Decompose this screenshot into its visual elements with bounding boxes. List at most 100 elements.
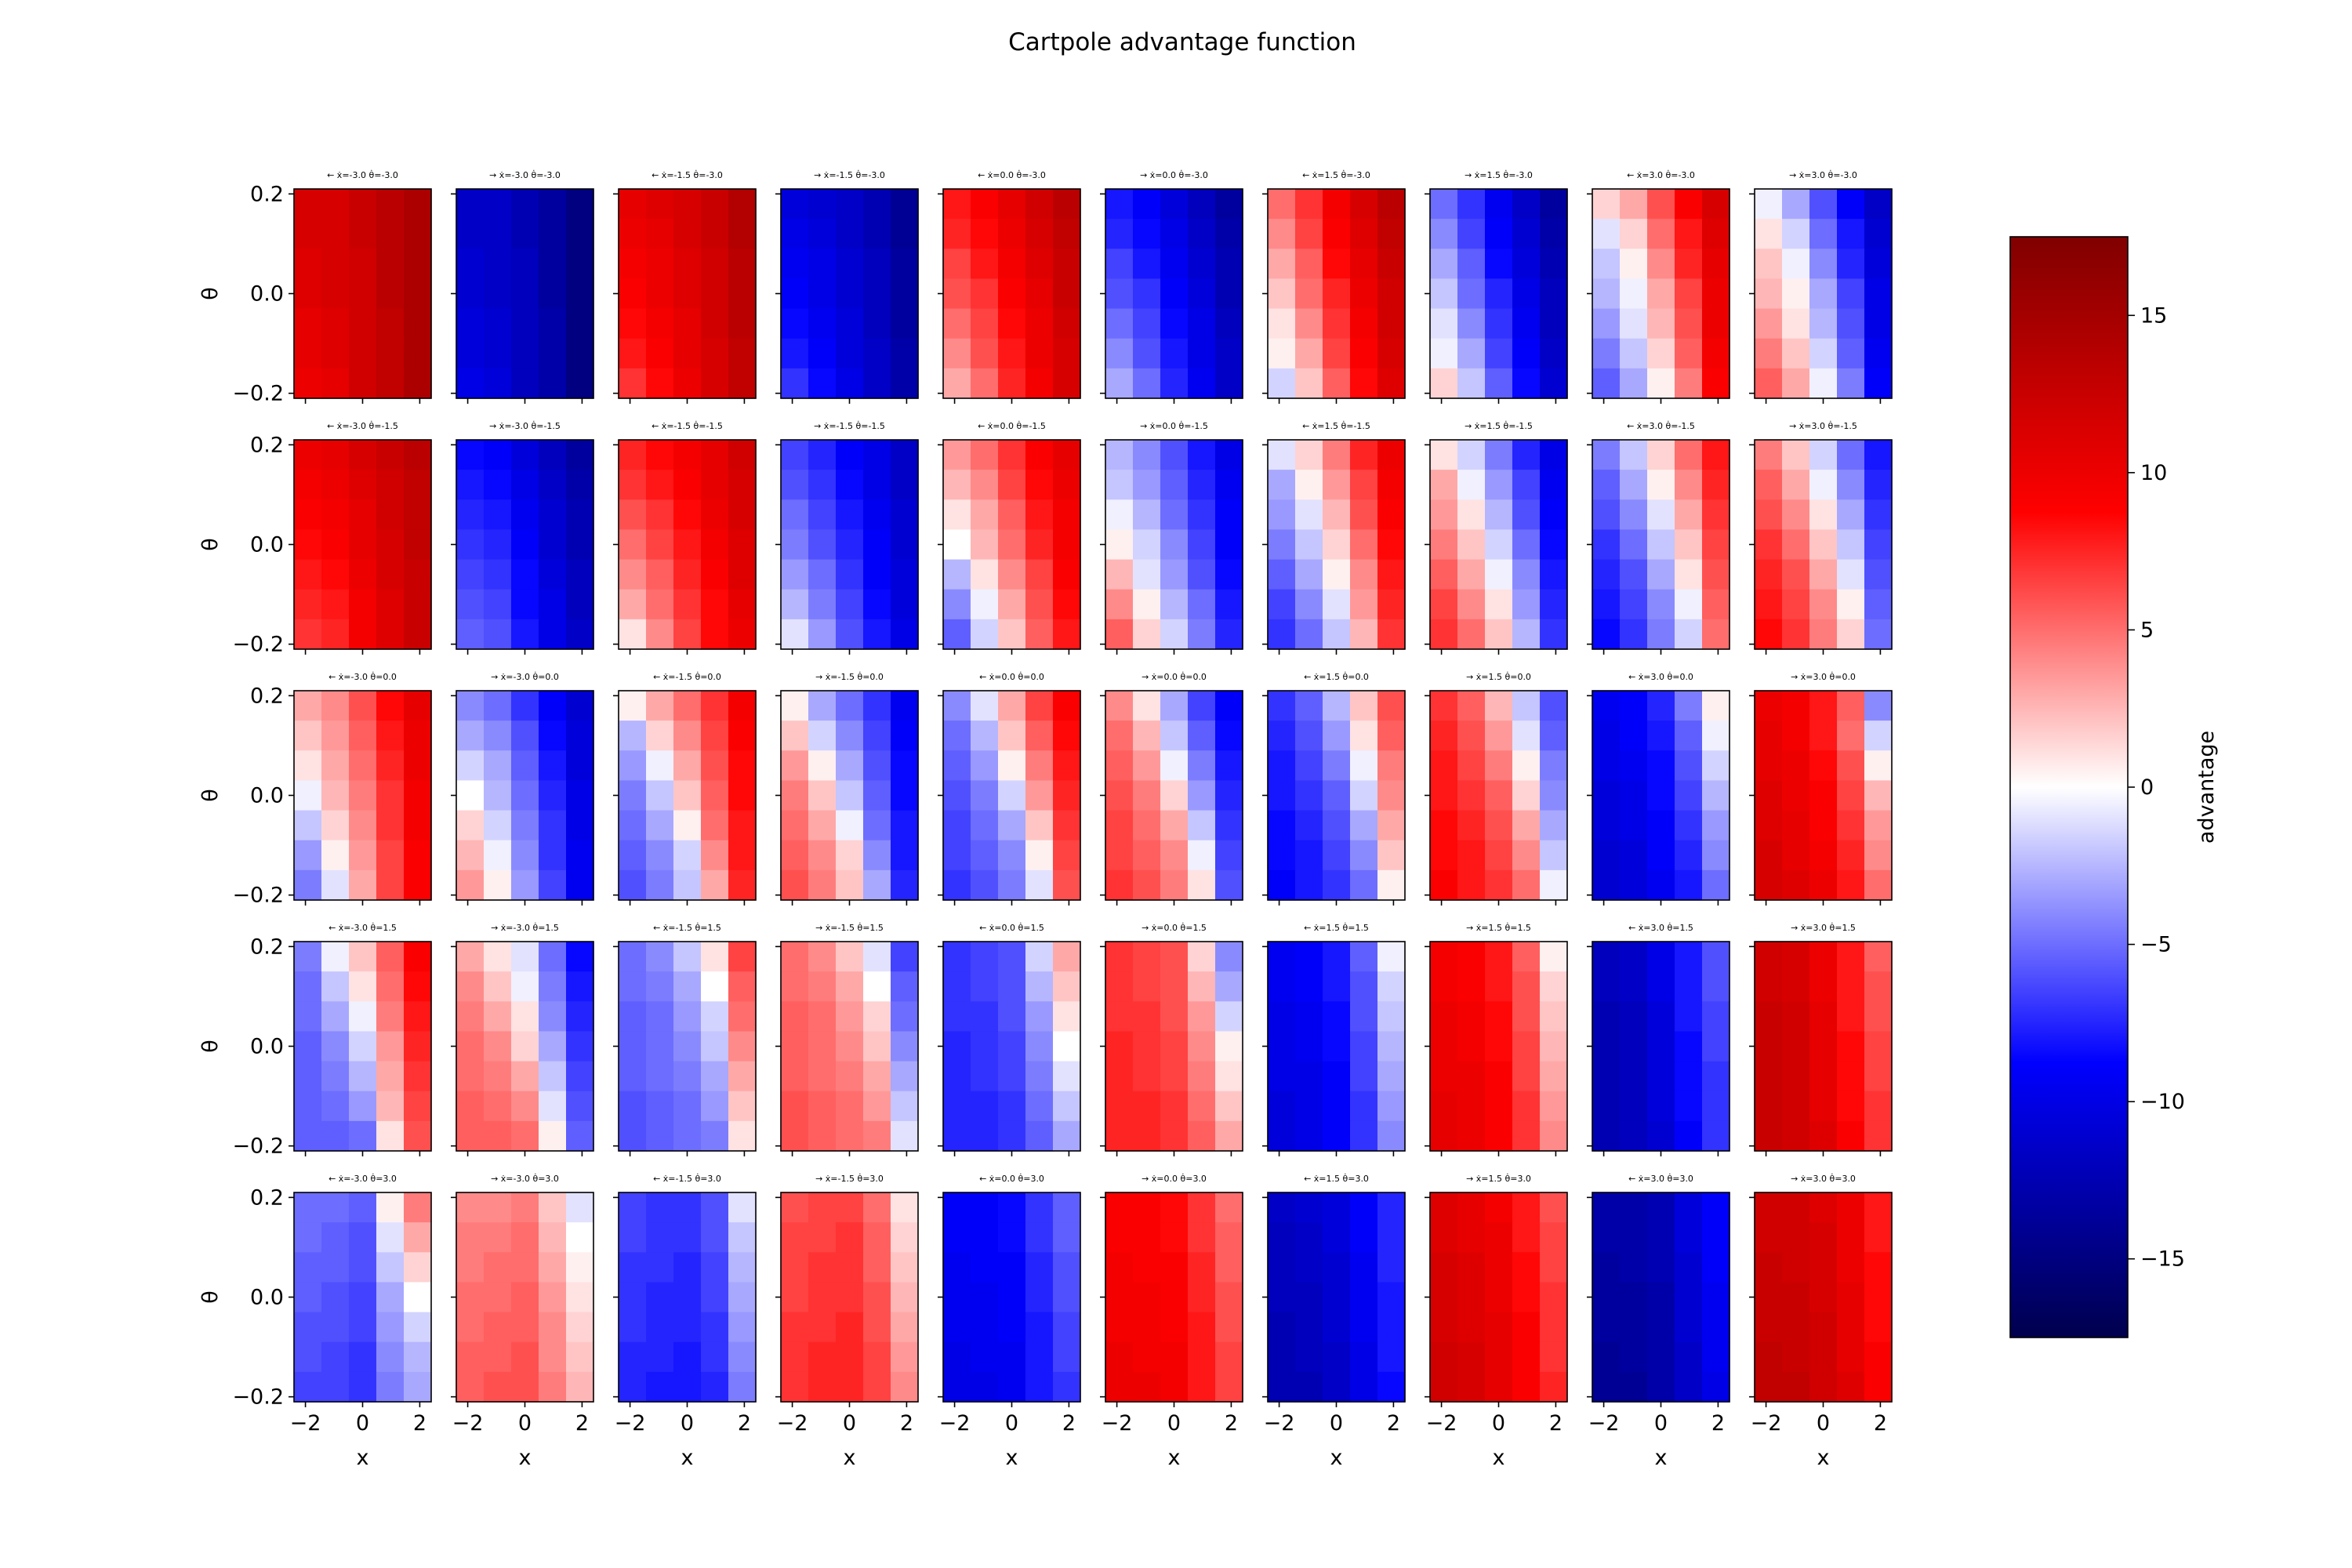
heatmap-cell — [998, 499, 1026, 531]
heatmap-cell — [294, 1031, 322, 1062]
heatmap-cell — [1025, 1371, 1054, 1403]
panel-title: → ẋ=-1.5 θ̇=1.5 — [815, 922, 884, 933]
heatmap-cell — [511, 1282, 539, 1313]
heatmap-cell — [1864, 1120, 1893, 1152]
heatmap-cell — [1809, 1341, 1838, 1373]
heatmap-cell — [808, 589, 837, 620]
heatmap-cell — [673, 440, 702, 470]
heatmap-cell — [891, 780, 919, 811]
heatmap-cell — [1512, 869, 1541, 901]
heatmap-panel: → ẋ=1.5 θ̇=0.0 — [1425, 671, 1568, 906]
heatmap-cell — [1592, 720, 1621, 751]
heatmap-cell — [1864, 440, 1893, 470]
heatmap-cell — [456, 1120, 485, 1152]
heatmap-cell — [781, 1091, 809, 1122]
heatmap-cell — [1620, 1341, 1648, 1373]
heatmap-cell — [349, 1252, 377, 1283]
heatmap-cell — [1268, 942, 1296, 972]
heatmap-cell — [539, 780, 567, 811]
heatmap-cell — [1188, 971, 1216, 1002]
heatmap-cell — [891, 338, 919, 369]
heatmap-cell — [1105, 219, 1134, 249]
heatmap-cell — [1809, 1371, 1838, 1403]
heatmap-cell — [701, 470, 729, 500]
heatmap-cell — [1350, 1252, 1378, 1283]
colorbar-tick-label: 15 — [2140, 303, 2167, 328]
heatmap-cell — [891, 440, 919, 470]
heatmap-cell — [1782, 1371, 1810, 1403]
heatmap-cell — [808, 691, 837, 721]
y-tick-label: 0.0 — [250, 533, 284, 557]
heatmap-cell — [321, 869, 350, 901]
heatmap-cell — [511, 338, 539, 369]
heatmap-cell — [836, 810, 864, 841]
heatmap-cell — [781, 1312, 809, 1343]
heatmap-cell — [539, 499, 567, 531]
heatmap-cell — [1025, 529, 1054, 561]
panel-title: ← ẋ=0.0 θ̇=-3.0 — [978, 169, 1046, 180]
y-tick-label: 0.2 — [250, 684, 284, 708]
heatmap-cell — [404, 338, 432, 369]
heatmap-cell — [943, 189, 971, 220]
heatmap-cell — [673, 368, 702, 399]
heatmap-panel: ← ẋ=0.0 θ̇=0.0 — [938, 671, 1081, 906]
heatmap-cell — [673, 1120, 702, 1152]
heatmap-cell — [1592, 219, 1621, 249]
heatmap-cell — [1430, 529, 1458, 561]
heatmap-cell — [836, 780, 864, 811]
heatmap-cell — [511, 1001, 539, 1033]
heatmap-cell — [1540, 1282, 1568, 1313]
heatmap-cell — [1540, 1120, 1568, 1152]
heatmap-cell — [808, 499, 837, 531]
heatmap-cell — [1350, 720, 1378, 751]
heatmap-cell — [511, 869, 539, 901]
heatmap-cell — [1323, 1312, 1351, 1343]
heatmap-cell — [1377, 1312, 1406, 1343]
heatmap-cell — [539, 1252, 567, 1283]
heatmap-cell — [1430, 750, 1458, 782]
heatmap-cell — [1295, 971, 1323, 1002]
heatmap-cell — [539, 810, 567, 841]
heatmap-panel: ← ẋ=-3.0 θ̇=-1.50.20.0−0.2θ — [198, 420, 432, 657]
heatmap-cell — [1215, 440, 1243, 470]
heatmap-cell — [1647, 780, 1675, 811]
heatmap-cell — [1025, 750, 1054, 782]
heatmap-cell — [728, 440, 757, 470]
heatmap-cell — [1215, 1222, 1243, 1253]
heatmap-cell — [808, 750, 837, 782]
heatmap-cell — [1485, 1120, 1513, 1152]
heatmap-cell — [646, 1120, 674, 1152]
heatmap-cell — [1675, 750, 1703, 782]
heatmap-cell — [1268, 1031, 1296, 1062]
heatmap-cell — [1755, 589, 1783, 620]
heatmap-cell — [1512, 619, 1541, 650]
heatmap-cell — [1215, 368, 1243, 399]
heatmap-cell — [1053, 750, 1081, 782]
heatmap-cell — [836, 1031, 864, 1062]
heatmap-cell — [943, 810, 971, 841]
heatmap-cell — [1160, 1341, 1189, 1373]
heatmap-cell — [1809, 1282, 1838, 1313]
heatmap-cell — [1782, 1282, 1810, 1313]
heatmap-cell — [1215, 278, 1243, 310]
heatmap-cell — [539, 529, 567, 561]
heatmap-cell — [1053, 1312, 1081, 1343]
heatmap-cell — [376, 308, 405, 339]
heatmap-cell — [971, 720, 999, 751]
y-axis-label: θ — [198, 1290, 223, 1304]
y-tick-label: −0.2 — [232, 382, 284, 406]
heatmap-cell — [484, 589, 512, 620]
heatmap-cell — [404, 499, 432, 531]
heatmap-cell — [1485, 619, 1513, 650]
heatmap-cell — [1105, 1252, 1134, 1283]
heatmap-cell — [1268, 189, 1296, 220]
heatmap-cell — [1485, 368, 1513, 399]
heatmap-cell — [1620, 619, 1648, 650]
heatmap-cell — [1215, 219, 1243, 249]
heatmap-cell — [891, 189, 919, 220]
heatmap-cell — [728, 720, 757, 751]
heatmap-cell — [863, 278, 891, 310]
heatmap-cell — [619, 499, 647, 531]
heatmap-cell — [539, 720, 567, 751]
heatmap-cell — [619, 368, 647, 399]
